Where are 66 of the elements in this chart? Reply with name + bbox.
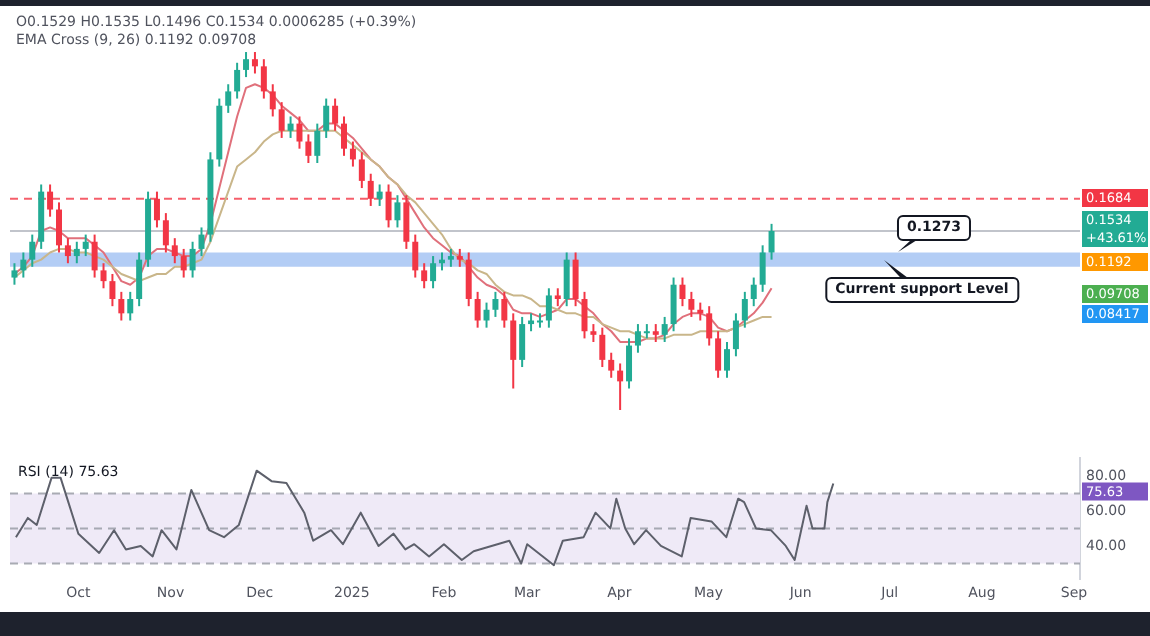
candlestick — [109, 272, 116, 308]
candlestick — [82, 233, 89, 258]
candlestick — [29, 233, 36, 268]
candlestick — [251, 51, 258, 75]
candlestick — [296, 115, 303, 150]
candlestick — [234, 61, 241, 100]
candlestick — [465, 251, 472, 308]
candlestick — [724, 340, 731, 379]
candlestick — [679, 276, 686, 308]
candlestick — [127, 290, 134, 322]
candlestick — [536, 312, 543, 329]
candlestick — [118, 290, 125, 322]
candlestick — [670, 276, 677, 333]
candlestick — [349, 140, 356, 168]
candlestick — [483, 301, 490, 329]
candlestick — [162, 212, 169, 254]
candlestick — [243, 51, 250, 79]
candlestick — [768, 222, 775, 261]
candlestick — [732, 312, 739, 358]
candlestick — [563, 251, 570, 308]
candlestick — [287, 115, 294, 139]
candlestick — [189, 240, 196, 279]
candlestick — [510, 312, 517, 390]
candlestick — [474, 290, 481, 329]
candlestick — [519, 315, 526, 369]
candlestick — [501, 290, 508, 329]
candlestick — [599, 326, 606, 369]
candlestick — [136, 251, 143, 308]
candlestick — [100, 262, 107, 290]
candlestick — [341, 115, 348, 157]
candlestick — [171, 237, 178, 265]
candlestick — [358, 151, 365, 190]
candlestick — [572, 251, 579, 308]
candlestick — [332, 97, 339, 132]
candlestick — [91, 233, 98, 279]
candlestick — [661, 315, 668, 343]
candlestick — [278, 101, 285, 139]
candlestick — [617, 362, 624, 411]
candlestick — [626, 337, 633, 390]
candlestick — [376, 183, 383, 207]
candlestick — [269, 83, 276, 118]
candlestick — [64, 237, 71, 265]
candlestick — [750, 276, 757, 308]
candlestick — [198, 226, 205, 258]
candlestick — [11, 262, 18, 286]
candlestick — [688, 290, 695, 318]
candlestick — [20, 251, 27, 279]
candlestick — [741, 290, 748, 329]
candlestick — [581, 290, 588, 340]
candlestick — [73, 240, 80, 265]
candlestick — [260, 58, 267, 100]
candlestick — [394, 194, 401, 229]
candlestick — [715, 330, 722, 379]
candlestick — [759, 244, 766, 293]
candlestick — [430, 255, 437, 290]
candlestick — [545, 287, 552, 329]
candlestick — [421, 262, 428, 290]
candlestick — [314, 122, 321, 164]
candlestick — [305, 133, 312, 164]
candlestick — [608, 351, 615, 379]
candlestick — [323, 97, 330, 139]
candlestick — [180, 247, 187, 279]
candlestick — [225, 83, 232, 114]
candlestick — [706, 305, 713, 347]
candlestick — [492, 290, 499, 318]
candlestick — [412, 233, 419, 279]
